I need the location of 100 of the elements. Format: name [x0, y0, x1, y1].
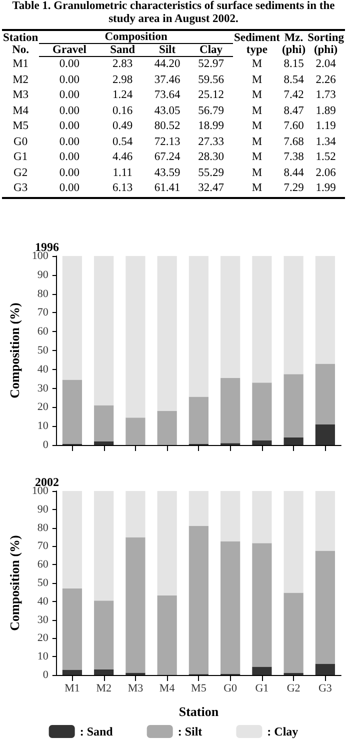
- text: M2: [12, 72, 30, 88]
- text: Clay: [189, 44, 233, 56]
- text: 25.12: [197, 88, 225, 103]
- bar: [62, 380, 82, 444]
- text: 7.68: [282, 134, 305, 150]
- text: 2.04: [314, 56, 337, 72]
- text: 0.49: [112, 119, 134, 134]
- y-tick-label: 30: [37, 614, 49, 626]
- bar: [157, 256, 177, 411]
- text: 61.41: [153, 181, 182, 196]
- bar: [220, 491, 240, 542]
- text: 1.24: [112, 88, 134, 103]
- bar: [315, 664, 335, 675]
- text: 0.54: [112, 134, 134, 150]
- text: 7.29: [282, 181, 305, 196]
- y-tick-label: 50: [37, 344, 49, 356]
- text: 0.00: [58, 181, 81, 196]
- text: 4.46: [112, 150, 134, 165]
- bar: [94, 670, 114, 675]
- legend-label: : Clay: [267, 724, 298, 738]
- text: 2.83: [112, 57, 134, 72]
- x-tick-label: M3: [128, 682, 144, 694]
- text: 1.73: [314, 88, 337, 103]
- text: 1.89: [314, 104, 337, 118]
- bar: [188, 396, 209, 444]
- bar: [252, 543, 272, 667]
- bar: [315, 256, 335, 364]
- text: 6.13: [112, 181, 134, 196]
- bar: [188, 526, 209, 674]
- y-tick-label: 10: [37, 650, 49, 663]
- text: 1.34: [314, 134, 337, 150]
- text: 56.79: [197, 104, 225, 118]
- text: G0: [12, 134, 29, 150]
- y-tick-label: 70: [37, 306, 49, 319]
- bar: [252, 491, 272, 544]
- text: G1: [12, 150, 29, 165]
- x-tick-label: M1: [64, 682, 80, 694]
- bar: [157, 595, 177, 675]
- bar: [62, 670, 82, 675]
- bar: [315, 364, 335, 424]
- text: 0.00: [58, 150, 81, 165]
- text: 7.42: [282, 88, 305, 103]
- bar: [62, 256, 82, 380]
- text: 8.44: [282, 166, 305, 180]
- text: Table 1. Granulometric characteristics of surface sediments in the study area in August 2002.: [11, 0, 336, 26]
- text: Sediment type: [232, 30, 281, 56]
- text: 55.29: [197, 166, 225, 180]
- text: 32.47: [197, 181, 225, 196]
- text: 27.33: [197, 134, 225, 150]
- y-tick-label: 10: [37, 420, 49, 432]
- bar: [284, 592, 304, 673]
- text: 43.05: [153, 104, 182, 118]
- y-tick-label: 80: [37, 288, 49, 300]
- bar: [62, 491, 82, 588]
- text: M: [250, 119, 264, 134]
- text: Silt: [145, 44, 190, 56]
- text: 7.60: [282, 119, 305, 134]
- text: 0.16: [112, 104, 134, 118]
- text: G2: [12, 166, 29, 180]
- text: M: [250, 150, 264, 165]
- bar: [252, 440, 272, 445]
- text: 0.00: [58, 134, 81, 150]
- text: M3: [12, 88, 30, 103]
- text: M: [250, 181, 264, 196]
- bar: [252, 666, 272, 675]
- y-tick-label: 40: [37, 363, 49, 376]
- bar: [126, 418, 146, 445]
- y-tick-label: 50: [37, 577, 49, 589]
- y-tick-label: 80: [37, 522, 49, 534]
- text: 1.99: [314, 181, 337, 196]
- text: 2.06: [314, 166, 337, 180]
- y-axis-title: Composition (%): [7, 535, 22, 631]
- text: 7.38: [282, 150, 305, 165]
- x-tick-label: G0: [224, 682, 238, 694]
- bar: [284, 437, 304, 445]
- y-tick-label: 100: [32, 485, 49, 497]
- bar: [220, 256, 240, 378]
- x-tick-label: M4: [159, 682, 176, 694]
- bar: [188, 256, 209, 397]
- x-axis-title: Station: [178, 704, 220, 719]
- text: G3: [12, 181, 29, 196]
- bar: [126, 537, 146, 673]
- text: M: [250, 166, 264, 180]
- text: 44.20: [153, 57, 182, 72]
- text: M: [250, 56, 264, 72]
- text: 0.00: [58, 72, 81, 88]
- bar: [315, 491, 335, 551]
- text: M4: [12, 104, 30, 118]
- bar: [315, 550, 335, 664]
- text: 0.00: [58, 104, 81, 118]
- bar: [126, 256, 146, 418]
- text: 1.11: [112, 166, 134, 180]
- text: 0.00: [58, 57, 81, 72]
- text: 2.26: [314, 72, 337, 88]
- text: 52.97: [197, 57, 225, 72]
- text: 8.15: [282, 56, 305, 72]
- text: 72.13: [153, 134, 182, 150]
- text: 1.52: [314, 150, 337, 165]
- x-tick-label: G3: [318, 682, 332, 694]
- y-tick-label: 90: [37, 503, 49, 516]
